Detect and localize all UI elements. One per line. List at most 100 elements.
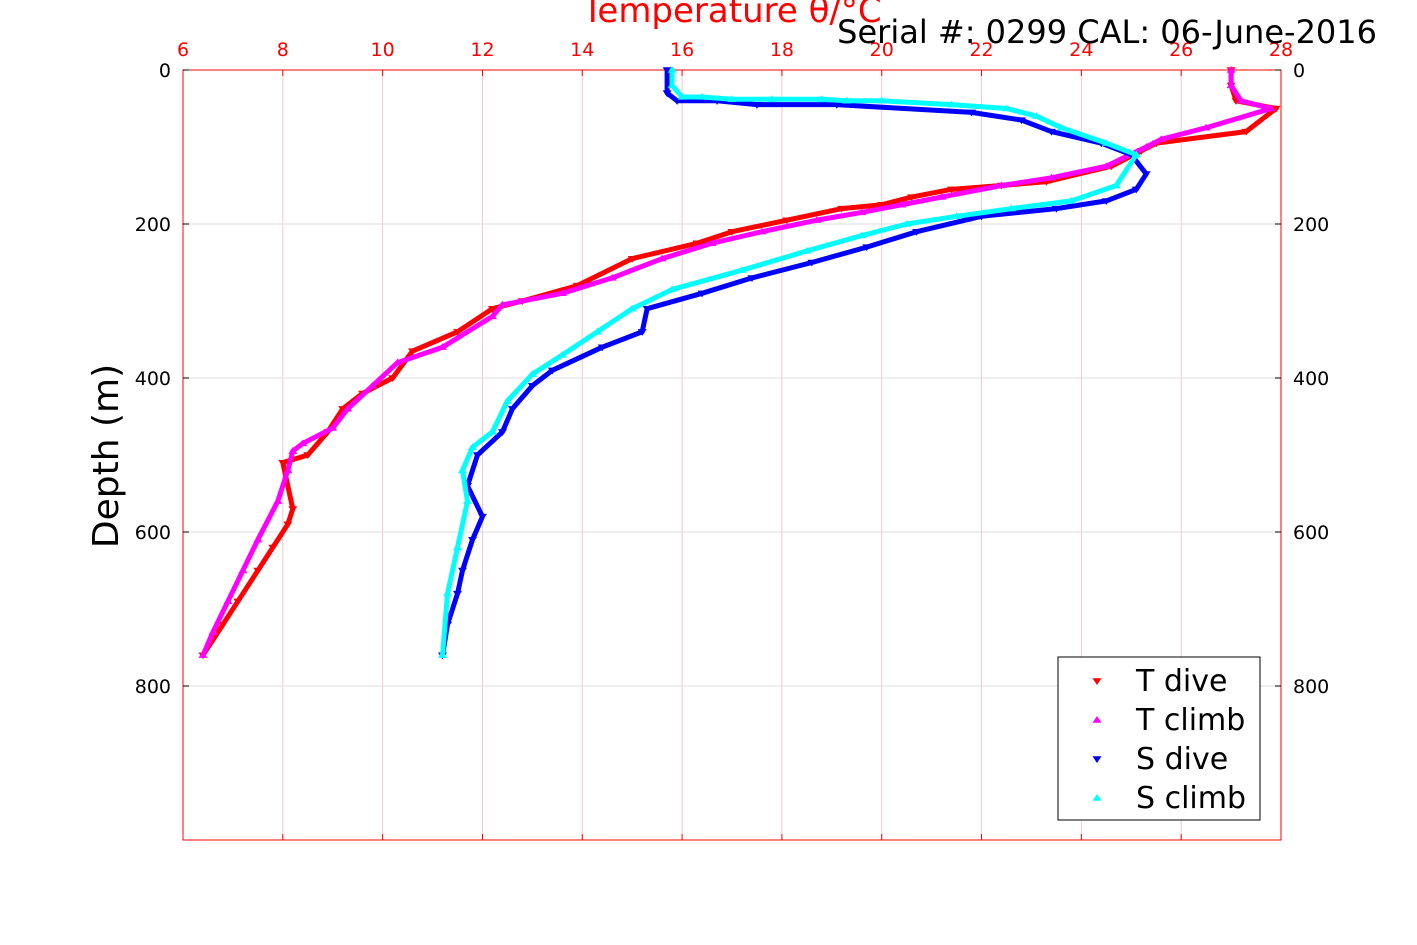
x-tick-label: 20 (870, 39, 894, 61)
data-point (1156, 135, 1166, 142)
data-point (388, 375, 398, 383)
data-point (343, 404, 353, 412)
y-tick-label-right: 800 (1293, 676, 1329, 698)
data-point (477, 513, 487, 521)
data-point (967, 109, 977, 117)
data-point (467, 443, 477, 450)
y-tick-label-left: 600 (135, 522, 171, 544)
data-point (1111, 181, 1121, 189)
data-point (937, 193, 947, 200)
data-point (502, 397, 512, 404)
plot-area-frame (182, 69, 1282, 841)
data-point (557, 289, 567, 296)
data-point (1016, 117, 1026, 125)
data-point (592, 327, 602, 335)
serial-cal-label: Serial #: 0299 CAL: 06-June-2016 (837, 13, 1377, 51)
data-point (1271, 105, 1281, 113)
data-point (747, 275, 757, 282)
data-point (487, 427, 497, 435)
data-point (1066, 196, 1076, 204)
data-point (1141, 142, 1151, 150)
data-point (472, 452, 482, 460)
legend-box (1057, 656, 1261, 821)
data-point (527, 370, 537, 377)
data-point (842, 96, 852, 104)
x-tick-label: 22 (969, 39, 993, 61)
data-point (597, 344, 607, 352)
chart-title: Temperature θ/°C (581, 0, 881, 31)
data-point (1266, 104, 1276, 112)
data-point (737, 266, 747, 273)
data-point (457, 466, 467, 474)
data-point (1101, 198, 1111, 205)
data-point (497, 300, 507, 308)
data-point (667, 285, 677, 293)
data-point (547, 367, 557, 375)
data-point (278, 460, 288, 467)
data-point (283, 521, 293, 529)
data-point (947, 186, 957, 194)
data-point (607, 273, 617, 281)
series-s-dive (438, 67, 1151, 660)
y-tick-label-right: 600 (1293, 522, 1329, 544)
data-point (393, 358, 403, 366)
series-s-climb (438, 65, 1141, 658)
data-point (328, 424, 338, 431)
data-point (727, 95, 737, 102)
data-point (752, 101, 762, 109)
legend-label: S climb (1136, 781, 1246, 816)
legend-label: T dive (1135, 664, 1227, 699)
data-point (218, 621, 228, 629)
legend-label: S dive (1136, 742, 1228, 777)
x-tick-label: 6 (177, 39, 189, 61)
data-point (727, 229, 737, 236)
data-point (877, 202, 887, 209)
data-point (857, 231, 867, 239)
series-trace (440, 67, 1149, 658)
x-tick-label: 18 (770, 39, 794, 61)
data-point (453, 543, 462, 551)
data-point (767, 95, 777, 102)
data-point (812, 216, 822, 223)
data-point (1226, 65, 1236, 73)
data-point (438, 651, 448, 658)
data-point (832, 101, 842, 109)
data-point (807, 259, 817, 267)
data-point (338, 406, 348, 413)
data-point (453, 329, 462, 336)
data-point (273, 497, 283, 504)
x-tick-label: 14 (570, 39, 594, 61)
series-t-climb (198, 65, 1276, 658)
data-point (677, 92, 687, 100)
data-point (1236, 96, 1246, 104)
data-point (637, 329, 647, 336)
data-point (667, 81, 677, 89)
x-tick-label: 16 (670, 39, 694, 61)
series-trace (200, 67, 1274, 658)
data-point (233, 598, 243, 606)
data-point (697, 290, 707, 298)
y-tick-label-right: 200 (1293, 214, 1329, 236)
data-point (438, 343, 448, 350)
data-point (707, 239, 717, 246)
data-point (782, 217, 792, 225)
data-point (253, 535, 263, 543)
data-point (667, 65, 677, 73)
data-point (457, 567, 467, 575)
data-point (1241, 128, 1251, 136)
data-point (497, 429, 507, 436)
data-point (288, 506, 298, 513)
legend-marker (1092, 715, 1102, 723)
data-point (817, 95, 827, 102)
y-tick-label-left: 800 (135, 676, 171, 698)
data-point (1031, 112, 1041, 119)
data-point (467, 537, 477, 544)
data-point (208, 628, 218, 635)
data-point (1201, 123, 1211, 131)
data-point (557, 350, 567, 358)
series-layer (198, 65, 1281, 660)
x-tick-label: 26 (1169, 39, 1193, 61)
data-point (408, 348, 418, 356)
data-point (223, 597, 233, 604)
